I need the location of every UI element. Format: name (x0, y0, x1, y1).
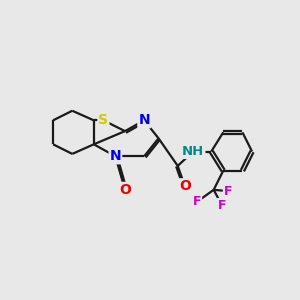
Text: N: N (138, 113, 150, 127)
Text: O: O (179, 179, 191, 193)
Text: S: S (98, 113, 108, 127)
Text: F: F (224, 184, 232, 197)
Text: NH: NH (182, 145, 204, 158)
Text: F: F (218, 199, 226, 212)
Text: F: F (193, 195, 201, 208)
Text: N: N (110, 149, 121, 163)
Text: O: O (119, 183, 131, 197)
